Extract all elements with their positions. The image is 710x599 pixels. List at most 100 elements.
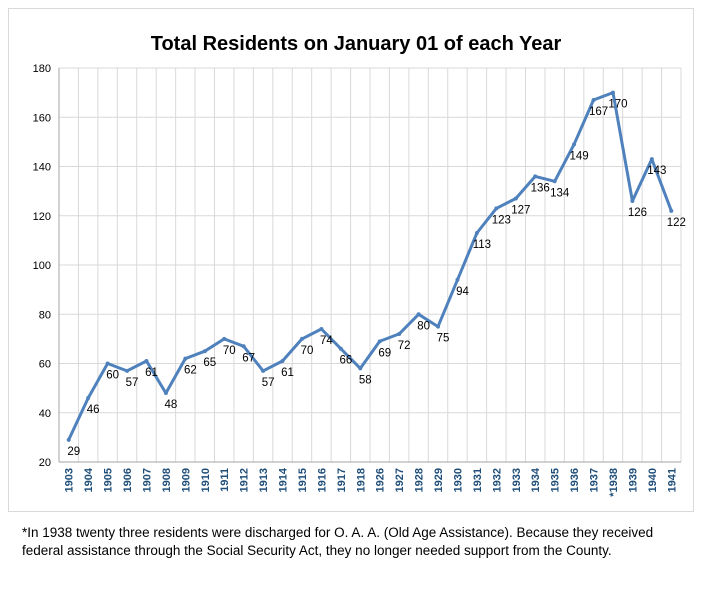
data-point (280, 359, 285, 364)
data-point (144, 359, 149, 364)
data-point (261, 368, 266, 373)
x-tick-label: 1907 (141, 468, 153, 492)
y-tick-label: 20 (39, 457, 51, 469)
y-tick-label: 80 (39, 309, 51, 321)
data-label: 70 (223, 345, 236, 357)
x-tick-label: 1904 (83, 467, 95, 492)
x-tick-label: 1939 (627, 468, 639, 492)
data-point (125, 368, 130, 373)
data-label: 170 (608, 99, 627, 111)
data-point (319, 327, 324, 332)
y-tick-label: 140 (33, 162, 51, 174)
y-tick-label: 60 (39, 359, 51, 371)
data-point (436, 324, 441, 329)
x-tick-label: 1908 (161, 468, 173, 492)
data-label: 136 (531, 182, 550, 194)
data-label: 69 (378, 347, 391, 359)
data-point (610, 90, 615, 95)
data-label: 66 (339, 355, 352, 367)
y-tick-label: 40 (39, 408, 51, 420)
data-point (397, 331, 402, 336)
series-layer (66, 90, 674, 442)
data-label: 62 (184, 365, 197, 377)
data-label: 29 (67, 446, 80, 458)
data-point (105, 361, 110, 366)
footnote: *In 1938 twenty three residents were dis… (22, 525, 654, 558)
x-axis-tick-labels: 1903 1904 1905 1906 1907 1908 1909 1910 1911 1912… (64, 467, 679, 497)
data-label: 67 (242, 352, 255, 364)
gridlines (58, 67, 682, 463)
x-tick-label: 1916 (316, 468, 328, 492)
data-point (86, 395, 91, 400)
data-label: 143 (647, 165, 666, 177)
data-label: 122 (667, 217, 686, 229)
x-tick-label: 1940 (647, 468, 659, 492)
x-tick-label: 1914 (278, 467, 290, 492)
data-label: 80 (417, 320, 430, 332)
data-label: 113 (473, 239, 491, 251)
x-tick-label: 1930 (452, 468, 464, 492)
y-tick-label: 180 (33, 63, 51, 75)
data-label: 57 (262, 377, 275, 389)
data-label: 58 (359, 374, 372, 386)
x-tick-label: 1903 (64, 468, 76, 492)
x-tick-label: 1912 (239, 468, 251, 492)
x-tick-label: 1911 (219, 468, 231, 492)
data-label: 48 (165, 399, 178, 411)
x-tick-label: 1905 (103, 468, 115, 492)
data-point (222, 336, 227, 341)
data-label: 46 (87, 404, 100, 416)
data-point (630, 198, 635, 203)
y-tick-label: 120 (33, 211, 51, 223)
data-label: 61 (145, 367, 158, 379)
data-point (474, 230, 479, 235)
data-point (377, 339, 382, 344)
data-point (513, 196, 518, 201)
data-point (338, 346, 343, 351)
data-point (241, 344, 246, 349)
data-point (591, 98, 596, 103)
data-label: 94 (456, 286, 469, 298)
data-point (163, 391, 168, 396)
data-label: 134 (550, 187, 570, 199)
data-label: 123 (492, 214, 511, 226)
data-point (494, 206, 499, 211)
x-tick-label: 1941 (666, 468, 678, 492)
data-label: 70 (301, 345, 314, 357)
x-tick-label: 1917 (336, 468, 348, 492)
x-tick-label: 1932 (491, 468, 503, 492)
y-tick-label: 160 (33, 112, 51, 124)
data-point (66, 437, 71, 442)
data-point (202, 349, 207, 354)
data-point (416, 312, 421, 317)
data-label: 61 (281, 367, 294, 379)
data-point (552, 179, 557, 184)
x-tick-label: 1935 (550, 468, 562, 492)
data-label: 75 (437, 333, 450, 345)
data-label: 126 (628, 207, 647, 219)
x-tick-label: *1938 (608, 468, 620, 497)
x-tick-label: 1913 (258, 468, 270, 492)
x-tick-label: 1937 (589, 468, 601, 492)
data-point (455, 277, 460, 282)
x-tick-label: 1906 (122, 468, 134, 492)
x-tick-label: 1929 (433, 468, 445, 492)
data-label: 149 (570, 150, 589, 162)
data-point (358, 366, 363, 371)
data-labels: 29 46 60 57 61 48 62 65 70 67 57 61 70 74 66 58 69 72 80 75… (67, 99, 686, 458)
data-point (533, 174, 538, 179)
data-point (183, 356, 188, 361)
x-tick-label: 1936 (569, 468, 581, 492)
x-tick-label: 1934 (530, 467, 542, 492)
x-tick-label: 1928 (414, 468, 426, 492)
data-label: 127 (511, 205, 530, 217)
line-chart: Total Residents on January 01 of each Ye… (33, 33, 686, 497)
chart-title: Total Residents on January 01 of each Ye… (151, 33, 562, 55)
y-axis-tick-labels: 20 40 60 80 100 120 140 160 180 (33, 63, 51, 469)
y-tick-label: 100 (33, 260, 51, 272)
x-tick-label: 1910 (200, 468, 212, 492)
data-label: 74 (320, 335, 333, 347)
data-point (299, 336, 304, 341)
data-label: 57 (126, 377, 139, 389)
data-label: 167 (589, 106, 608, 118)
